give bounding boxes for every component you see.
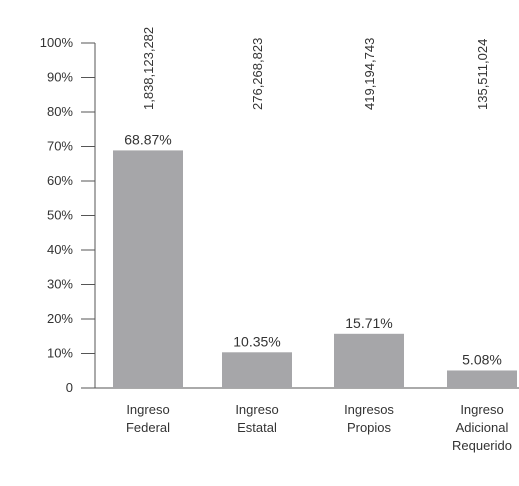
annotation: 419,194,743	[362, 38, 377, 110]
bar	[222, 352, 292, 388]
y-tick-label: 10%	[47, 346, 73, 361]
value-label: 68.87%	[124, 131, 171, 147]
y-tick-label: 30%	[47, 277, 73, 292]
y-tick-label: 60%	[47, 173, 73, 188]
value-label: 5.08%	[462, 351, 502, 367]
annotation: 135,511,024	[475, 39, 490, 110]
x-tick-label: Ingreso Estatal	[235, 402, 278, 435]
value-label: 15.71%	[345, 315, 392, 331]
y-tick-label: 40%	[47, 242, 73, 257]
annotation: 276,268,823	[250, 38, 265, 110]
y-tick-label: 50%	[47, 208, 73, 223]
bar	[334, 333, 404, 388]
y-tick-label: 80%	[47, 104, 73, 119]
x-tick-label: Ingreso Adicional Requerido	[452, 402, 512, 453]
bar	[113, 150, 183, 388]
x-tick-label: Ingreso Federal	[126, 402, 170, 435]
y-tick-label: 20%	[47, 311, 73, 326]
value-label: 10.35%	[233, 333, 280, 349]
y-tick-label: 0	[66, 380, 73, 395]
annotation: 1,838,123,282	[141, 27, 156, 110]
bar	[447, 370, 517, 388]
x-tick-label: Ingresos Propios	[344, 402, 394, 435]
y-tick-label: 100%	[40, 35, 74, 50]
y-tick-label: 90%	[47, 70, 73, 85]
y-tick-label: 70%	[47, 139, 73, 154]
